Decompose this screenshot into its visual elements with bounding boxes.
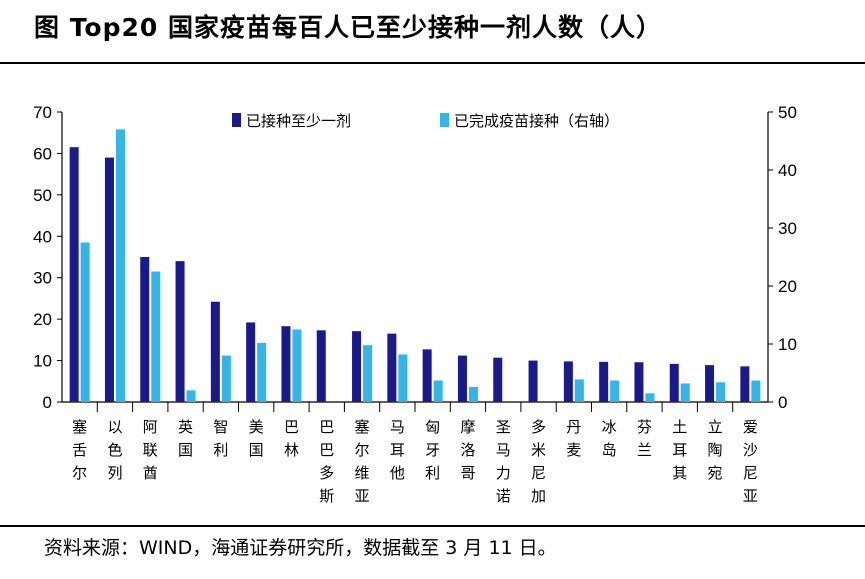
bar-fully-vaccinated [716,382,726,402]
category-label: 摩洛哥 [460,418,475,482]
left-tick-label: 40 [33,227,52,246]
bar-fully-vaccinated [292,329,302,402]
source-note: 资料来源：WIND，海通证券研究所，数据截至 3 月 11 日。 [44,537,557,559]
source-rule [0,525,865,527]
left-tick-label: 50 [33,186,52,205]
bar-fully-vaccinated [80,242,90,402]
category-label: 塞尔维亚 [355,418,370,505]
category-label: 丹麦 [566,418,581,459]
legend-swatch [440,113,449,127]
bar-fully-vaccinated [363,345,373,402]
bar-first-dose [316,330,326,402]
bar-first-dose [599,361,609,402]
legend-label: 已接种至少一剂 [246,112,351,130]
bar-first-dose [563,361,573,402]
category-label: 多米尼加 [531,418,546,505]
category-label: 智利 [213,418,228,459]
bar-fully-vaccinated [186,390,196,402]
bar-fully-vaccinated [680,383,690,402]
category-label: 英国 [178,418,193,459]
left-tick-label: 70 [33,103,52,122]
bar-first-dose [705,365,715,402]
category-label: 巴林 [284,418,299,459]
right-tick-label: 50 [778,103,797,122]
left-tick-label: 60 [33,144,52,163]
bar-fully-vaccinated [257,342,267,402]
left-tick-label: 0 [43,393,52,412]
bar-fully-vaccinated [398,354,408,402]
category-label: 匈牙利 [425,418,440,482]
bar-fully-vaccinated [574,379,584,402]
bar-fully-vaccinated [433,380,443,402]
bar-fully-vaccinated [610,380,620,402]
bar-fully-vaccinated [468,386,478,402]
category-label: 冰岛 [602,418,617,459]
bar-first-dose [528,360,538,402]
left-tick-label: 20 [33,310,52,329]
right-tick-label: 20 [778,277,797,296]
left-tick-label: 10 [33,352,52,371]
bar-first-dose [175,261,185,402]
bar-first-dose [387,333,397,402]
category-label: 塞舌尔 [72,418,87,482]
right-tick-label: 30 [778,219,797,238]
category-label: 土耳其 [672,418,687,482]
bar-first-dose [493,357,503,402]
bar-first-dose [210,301,220,402]
bar-first-dose [352,331,362,402]
bar-first-dose [246,322,256,402]
bar-first-dose [669,363,679,402]
bar-fully-vaccinated [115,129,125,402]
right-tick-label: 0 [778,393,787,412]
bar-first-dose [634,362,644,402]
bar-first-dose [104,157,114,402]
category-label: 圣马力诺 [496,418,511,505]
bar-fully-vaccinated [645,393,655,402]
bar-fully-vaccinated [751,380,761,402]
category-label: 阿联酋 [143,418,158,482]
title-rule [0,62,865,64]
category-label: 芬兰 [637,418,652,459]
right-tick-label: 40 [778,161,797,180]
bar-first-dose [422,349,432,402]
chart-title: 图 Top20 国家疫苗每百人已至少接种一剂人数（人） [34,13,663,42]
bar-first-dose [457,355,467,402]
bar-fully-vaccinated [151,271,161,402]
category-label: 马耳他 [390,418,405,482]
category-label: 立陶宛 [708,418,723,482]
category-label: 以色列 [107,418,122,482]
legend-label: 已完成疫苗接种（右轴） [454,112,619,130]
category-label: 美国 [249,418,264,459]
bar-first-dose [740,366,750,402]
category-label: 巴巴多斯 [319,418,334,505]
bar-first-dose [69,147,79,402]
legend-swatch [232,113,241,127]
bar-fully-vaccinated [221,355,231,402]
bar-first-dose [140,257,150,402]
right-tick-label: 10 [778,335,797,354]
bar-first-dose [281,326,291,402]
bar-chart: 0 10 20 30 40 50 60 70 0 10 20 30 40 50 塞舌尔 以色列 阿联酋 英国智利美… [33,103,797,505]
category-label: 爱沙尼亚 [743,418,758,505]
left-tick-label: 30 [33,269,52,288]
